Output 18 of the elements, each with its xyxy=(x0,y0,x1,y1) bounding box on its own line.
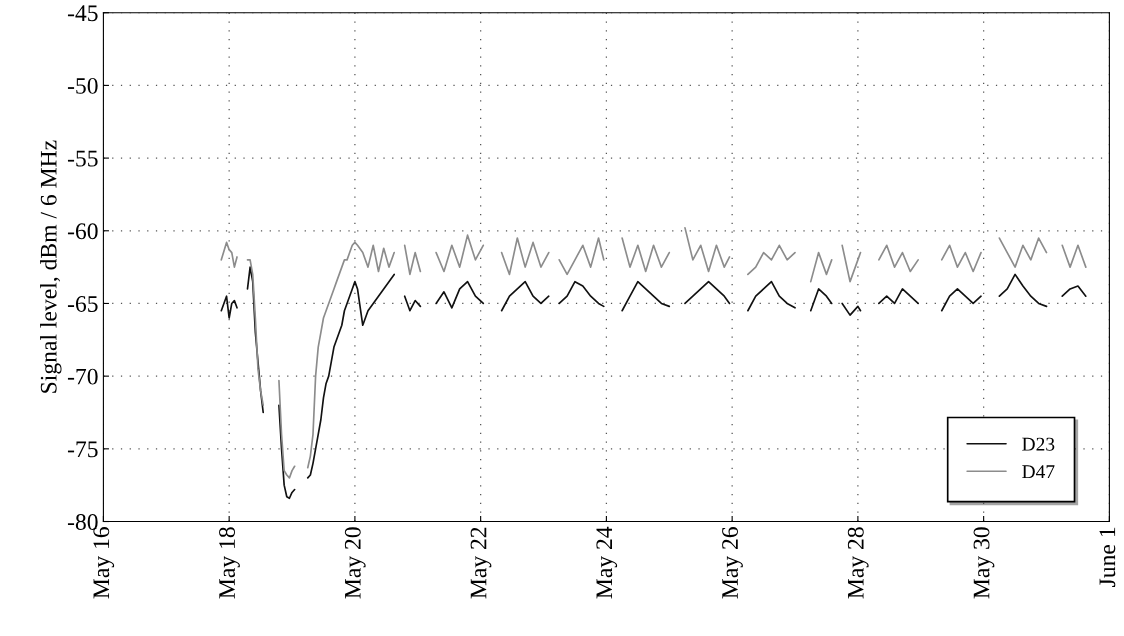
x-tick-label: May 28 xyxy=(847,527,869,599)
x-tick-label: June 1 xyxy=(1099,527,1116,587)
x-tick-label: May 18 xyxy=(219,527,240,599)
x-tick-label: May 26 xyxy=(722,527,743,599)
x-tick-label: May 30 xyxy=(973,527,995,599)
y-tick-label: -55 xyxy=(67,150,98,167)
y-tick-label: -65 xyxy=(67,296,98,312)
y-tick-label: -70 xyxy=(67,368,98,385)
x-tick-label: May 24 xyxy=(596,526,618,599)
y-tick-label: -75 xyxy=(67,441,98,458)
y-axis-title: Signal level, dBm / 6 MHz xyxy=(40,140,62,393)
x-tick-label: May 22 xyxy=(470,527,492,599)
y-tick-label: -45 xyxy=(67,5,98,22)
legend-label: D47 xyxy=(1022,465,1055,479)
y-tick-label: -60 xyxy=(67,223,98,240)
y-tick-label: -50 xyxy=(67,77,98,94)
x-tick-label: May 20 xyxy=(344,527,366,599)
legend-label: D23 xyxy=(1022,437,1055,451)
